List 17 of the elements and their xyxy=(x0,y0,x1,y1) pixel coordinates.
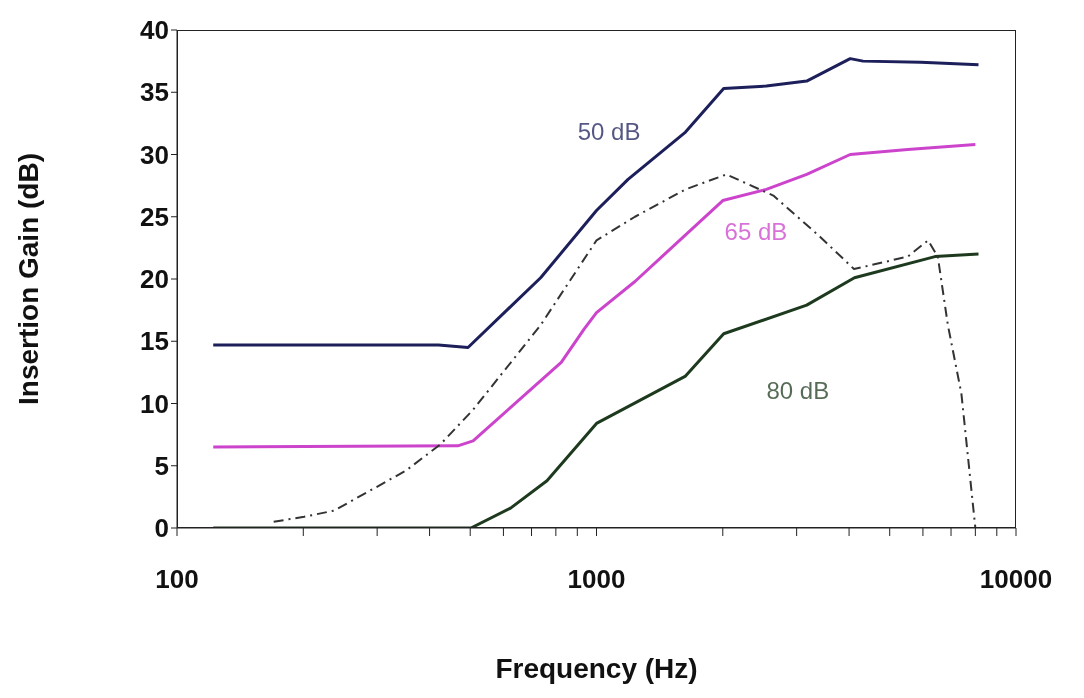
y-tick-label: 0 xyxy=(154,513,169,544)
y-tick-label: 30 xyxy=(140,139,169,170)
y-tick-label: 5 xyxy=(154,450,169,481)
x-tick-label: 10000 xyxy=(979,564,1053,595)
y-tick-label: 40 xyxy=(140,15,169,46)
annotation: 65 dB xyxy=(724,217,788,246)
annotation: 50 dB xyxy=(577,118,641,147)
annotation: 80 dB xyxy=(766,377,830,406)
x-axis-title: Frequency (Hz) xyxy=(495,653,698,684)
y-tick-label: 15 xyxy=(140,326,169,357)
y-tick-label: 10 xyxy=(140,388,169,419)
y-axis-title: Insertion Gain (dB) xyxy=(12,153,44,405)
y-tick-label: 25 xyxy=(140,201,169,232)
x-tick-label: 1000 xyxy=(567,564,626,595)
y-tick-label: 20 xyxy=(140,264,169,295)
x-tick-label: 100 xyxy=(155,564,199,595)
y-tick-label: 35 xyxy=(140,77,169,108)
